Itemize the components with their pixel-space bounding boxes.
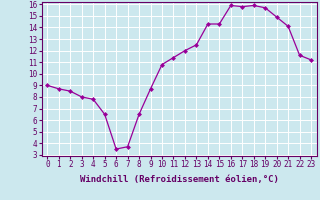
X-axis label: Windchill (Refroidissement éolien,°C): Windchill (Refroidissement éolien,°C): [80, 175, 279, 184]
